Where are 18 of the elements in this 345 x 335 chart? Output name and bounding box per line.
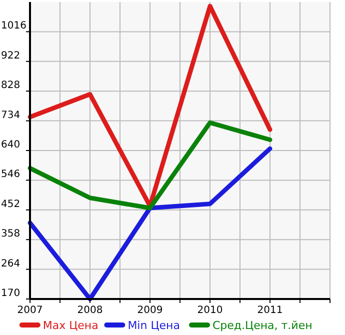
y-tick-label: 640: [1, 140, 20, 150]
y-tick-label: 922: [1, 50, 20, 62]
y-tick-label: 546: [1, 169, 20, 180]
legend-label: Max Цена: [42, 319, 98, 332]
y-tick-label: 170: [1, 288, 20, 299]
x-tick-label: 2007: [17, 305, 43, 316]
y-tick-label: 828: [1, 80, 20, 92]
legend-label: Min Цена: [128, 319, 180, 332]
x-tick-label: 2008: [77, 305, 103, 316]
x-tick-label: 2011: [257, 305, 283, 316]
y-tick-label: 452: [1, 198, 20, 210]
legend-label: Сред.Цена, т.йен: [212, 319, 312, 332]
y-tick-label: 734: [1, 110, 20, 121]
x-tick-label: 2010: [197, 305, 223, 316]
y-tick-label: 358: [1, 228, 20, 240]
x-tick-label: 2009: [137, 305, 163, 316]
y-tick-label: 264: [1, 258, 20, 270]
y-tick-label: 1016: [1, 20, 26, 32]
